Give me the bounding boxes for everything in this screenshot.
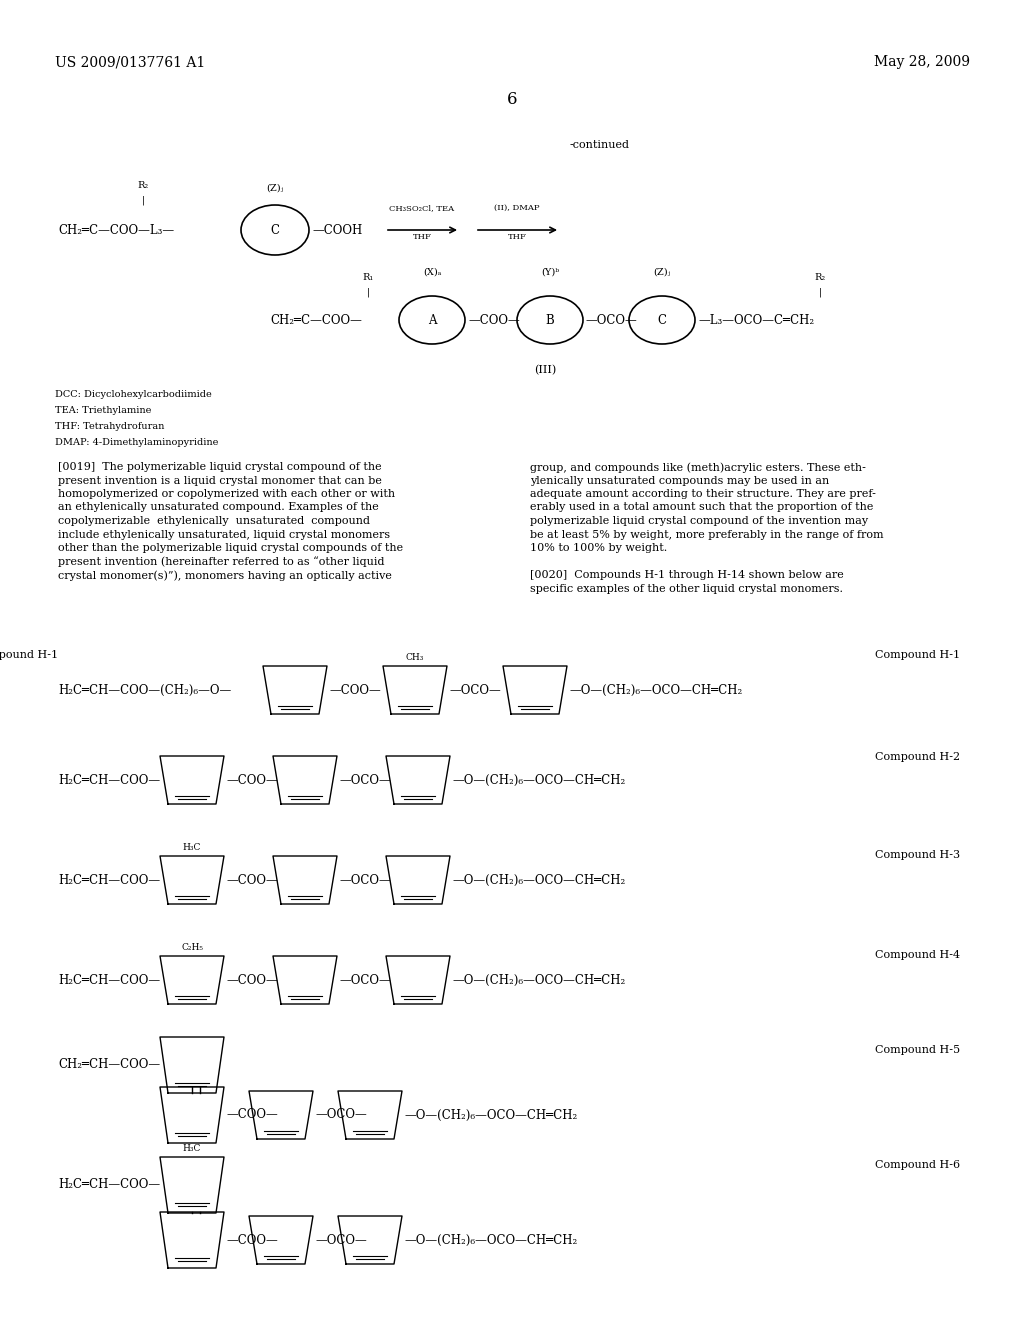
Text: CH₂═CH—COO—: CH₂═CH—COO— bbox=[58, 1059, 160, 1072]
Text: —O—(CH₂)₆—OCO—CH═CH₂: —O—(CH₂)₆—OCO—CH═CH₂ bbox=[452, 774, 626, 787]
Text: |: | bbox=[141, 195, 144, 205]
Text: THF: THF bbox=[413, 234, 431, 242]
Text: A: A bbox=[428, 314, 436, 326]
Text: H₂C═CH—COO—(CH₂)₆—O—: H₂C═CH—COO—(CH₂)₆—O— bbox=[58, 684, 231, 697]
Text: —O—(CH₂)₆—OCO—CH═CH₂: —O—(CH₂)₆—OCO—CH═CH₂ bbox=[452, 974, 626, 986]
Text: Compound H-5: Compound H-5 bbox=[874, 1045, 961, 1055]
Text: —COO—: —COO— bbox=[226, 1109, 278, 1122]
Text: H₂C═CH—COO—: H₂C═CH—COO— bbox=[58, 774, 160, 787]
Text: TEA: Triethylamine: TEA: Triethylamine bbox=[55, 407, 152, 414]
Text: |: | bbox=[818, 288, 821, 297]
Text: other than the polymerizable liquid crystal compounds of the: other than the polymerizable liquid crys… bbox=[58, 543, 403, 553]
Text: 6: 6 bbox=[507, 91, 517, 108]
Text: (Z)ⱼ: (Z)ⱼ bbox=[653, 268, 671, 276]
Text: Compound H-1: Compound H-1 bbox=[0, 649, 58, 660]
Text: [0019]  The polymerizable liquid crystal compound of the: [0019] The polymerizable liquid crystal … bbox=[58, 462, 382, 473]
Text: (Y)ᵇ: (Y)ᵇ bbox=[541, 268, 559, 276]
Text: H₂C═CH—COO—: H₂C═CH—COO— bbox=[58, 874, 160, 887]
Text: —O—(CH₂)₆—OCO—CH═CH₂: —O—(CH₂)₆—OCO—CH═CH₂ bbox=[404, 1109, 578, 1122]
Text: —COO—: —COO— bbox=[226, 1233, 278, 1246]
Text: ylenically unsaturated compounds may be used in an: ylenically unsaturated compounds may be … bbox=[530, 475, 829, 486]
Text: —O—(CH₂)₆—OCO—CH═CH₂: —O—(CH₂)₆—OCO—CH═CH₂ bbox=[404, 1233, 578, 1246]
Text: erably used in a total amount such that the proportion of the: erably used in a total amount such that … bbox=[530, 503, 873, 512]
Text: (II), DMAP: (II), DMAP bbox=[495, 205, 540, 213]
Text: —COO—: —COO— bbox=[226, 874, 278, 887]
Text: —O—(CH₂)₆—OCO—CH═CH₂: —O—(CH₂)₆—OCO—CH═CH₂ bbox=[569, 684, 742, 697]
Text: —OCO—: —OCO— bbox=[339, 974, 391, 986]
Text: —L₃—OCO—C═CH₂: —L₃—OCO—C═CH₂ bbox=[698, 314, 814, 326]
Text: —COO—: —COO— bbox=[468, 314, 520, 326]
Text: —OCO—: —OCO— bbox=[315, 1233, 367, 1246]
Text: H₂C═CH—COO—: H₂C═CH—COO— bbox=[58, 1179, 160, 1192]
Text: Compound H-6: Compound H-6 bbox=[874, 1160, 961, 1170]
Text: B: B bbox=[546, 314, 554, 326]
Text: an ethylenically unsaturated compound. Examples of the: an ethylenically unsaturated compound. E… bbox=[58, 503, 379, 512]
Text: present invention (hereinafter referred to as “other liquid: present invention (hereinafter referred … bbox=[58, 557, 384, 568]
Text: -continued: -continued bbox=[570, 140, 630, 150]
Text: CH₂═C—COO—: CH₂═C—COO— bbox=[270, 314, 361, 326]
Text: CH₂═C—COO—L₃—: CH₂═C—COO—L₃— bbox=[58, 223, 174, 236]
Text: copolymerizable  ethylenically  unsaturated  compound: copolymerizable ethylenically unsaturate… bbox=[58, 516, 370, 525]
Text: include ethylenically unsaturated, liquid crystal monomers: include ethylenically unsaturated, liqui… bbox=[58, 529, 390, 540]
Text: US 2009/0137761 A1: US 2009/0137761 A1 bbox=[55, 55, 205, 69]
Text: —OCO—: —OCO— bbox=[449, 684, 501, 697]
Text: H₂C═CH—COO—: H₂C═CH—COO— bbox=[58, 974, 160, 986]
Text: —COOH: —COOH bbox=[312, 223, 362, 236]
Text: Compound H-4: Compound H-4 bbox=[874, 950, 961, 960]
Text: C: C bbox=[270, 223, 280, 236]
Text: —COO—: —COO— bbox=[226, 774, 278, 787]
Text: |: | bbox=[367, 288, 370, 297]
Text: —OCO—: —OCO— bbox=[339, 774, 391, 787]
Text: C₂H₅: C₂H₅ bbox=[181, 942, 203, 952]
Text: homopolymerized or copolymerized with each other or with: homopolymerized or copolymerized with ea… bbox=[58, 488, 395, 499]
Text: —COO—: —COO— bbox=[226, 974, 278, 986]
Text: Compound H-1: Compound H-1 bbox=[874, 649, 961, 660]
Text: DMAP: 4-Dimethylaminopyridine: DMAP: 4-Dimethylaminopyridine bbox=[55, 438, 218, 447]
Text: CH₃: CH₃ bbox=[406, 653, 424, 663]
Text: —OCO—: —OCO— bbox=[315, 1109, 367, 1122]
Text: group, and compounds like (meth)acrylic esters. These eth-: group, and compounds like (meth)acrylic … bbox=[530, 462, 866, 473]
Text: R₂: R₂ bbox=[137, 181, 148, 190]
Text: specific examples of the other liquid crystal monomers.: specific examples of the other liquid cr… bbox=[530, 583, 843, 594]
Text: C: C bbox=[657, 314, 667, 326]
Text: —O—(CH₂)₆—OCO—CH═CH₂: —O—(CH₂)₆—OCO—CH═CH₂ bbox=[452, 874, 626, 887]
Text: [0020]  Compounds H-1 through H-14 shown below are: [0020] Compounds H-1 through H-14 shown … bbox=[530, 570, 844, 579]
Text: H₃C: H₃C bbox=[183, 1144, 201, 1152]
Text: THF: THF bbox=[508, 234, 526, 242]
Text: adequate amount according to their structure. They are pref-: adequate amount according to their struc… bbox=[530, 488, 876, 499]
Text: DCC: Dicyclohexylcarbodiimide: DCC: Dicyclohexylcarbodiimide bbox=[55, 389, 212, 399]
Text: —OCO—: —OCO— bbox=[339, 874, 391, 887]
Text: CH₃SO₂Cl, TEA: CH₃SO₂Cl, TEA bbox=[389, 205, 455, 213]
Text: (III): (III) bbox=[534, 364, 556, 375]
Text: Compound H-2: Compound H-2 bbox=[874, 752, 961, 762]
Text: R₂: R₂ bbox=[814, 272, 825, 281]
Text: 10% to 100% by weight.: 10% to 100% by weight. bbox=[530, 543, 668, 553]
Text: crystal monomer(s)”), monomers having an optically active: crystal monomer(s)”), monomers having an… bbox=[58, 570, 392, 581]
Text: Compound H-3: Compound H-3 bbox=[874, 850, 961, 861]
Text: H₃C: H₃C bbox=[183, 843, 201, 851]
Text: R₁: R₁ bbox=[362, 272, 374, 281]
Text: (X)ₐ: (X)ₐ bbox=[423, 268, 441, 276]
Text: be at least 5% by weight, more preferably in the range of from: be at least 5% by weight, more preferabl… bbox=[530, 529, 884, 540]
Text: polymerizable liquid crystal compound of the invention may: polymerizable liquid crystal compound of… bbox=[530, 516, 868, 525]
Text: present invention is a liquid crystal monomer that can be: present invention is a liquid crystal mo… bbox=[58, 475, 382, 486]
Text: THF: Tetrahydrofuran: THF: Tetrahydrofuran bbox=[55, 422, 165, 432]
Text: (Z)ⱼ: (Z)ⱼ bbox=[266, 183, 284, 193]
Text: —COO—: —COO— bbox=[329, 684, 381, 697]
Text: —OCO—: —OCO— bbox=[585, 314, 637, 326]
Text: May 28, 2009: May 28, 2009 bbox=[874, 55, 970, 69]
